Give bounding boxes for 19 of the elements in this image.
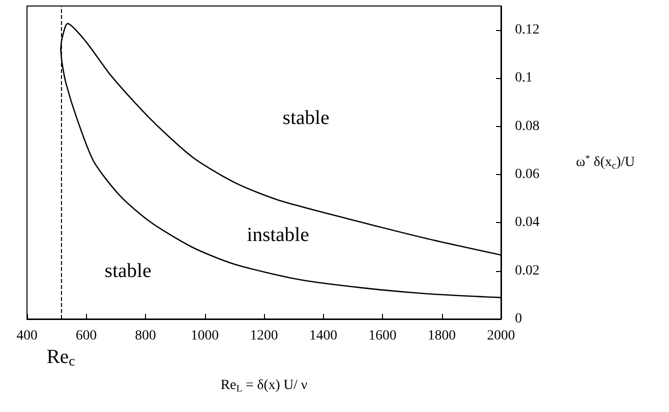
annotation: stable [104,260,152,282]
y-tick-label: 0.04 [515,215,540,230]
annotation: stable [282,107,330,129]
x-tick-label: 1000 [190,328,219,344]
x-tick-label: 1400 [309,328,338,344]
y-tick-label: 0 [515,312,522,326]
annotation: instable [246,224,310,246]
y-tick-label: 0.02 [515,263,540,278]
x-tick-label: 1200 [250,328,278,344]
x-tick-label: 800 [135,328,156,344]
x-tick-label: 1600 [368,328,396,344]
y-tick-label: 0.08 [515,118,540,134]
y-tick-label: 0.06 [515,167,540,182]
x-tick-label: 400 [16,328,38,344]
x-tick-label: 600 [76,328,97,344]
y-tick-label: 0.1 [515,70,532,86]
x-tick-label: 1800 [428,328,456,344]
y-tick-label: 0.12 [515,22,540,38]
x-tick-label: 2000 [487,328,515,344]
